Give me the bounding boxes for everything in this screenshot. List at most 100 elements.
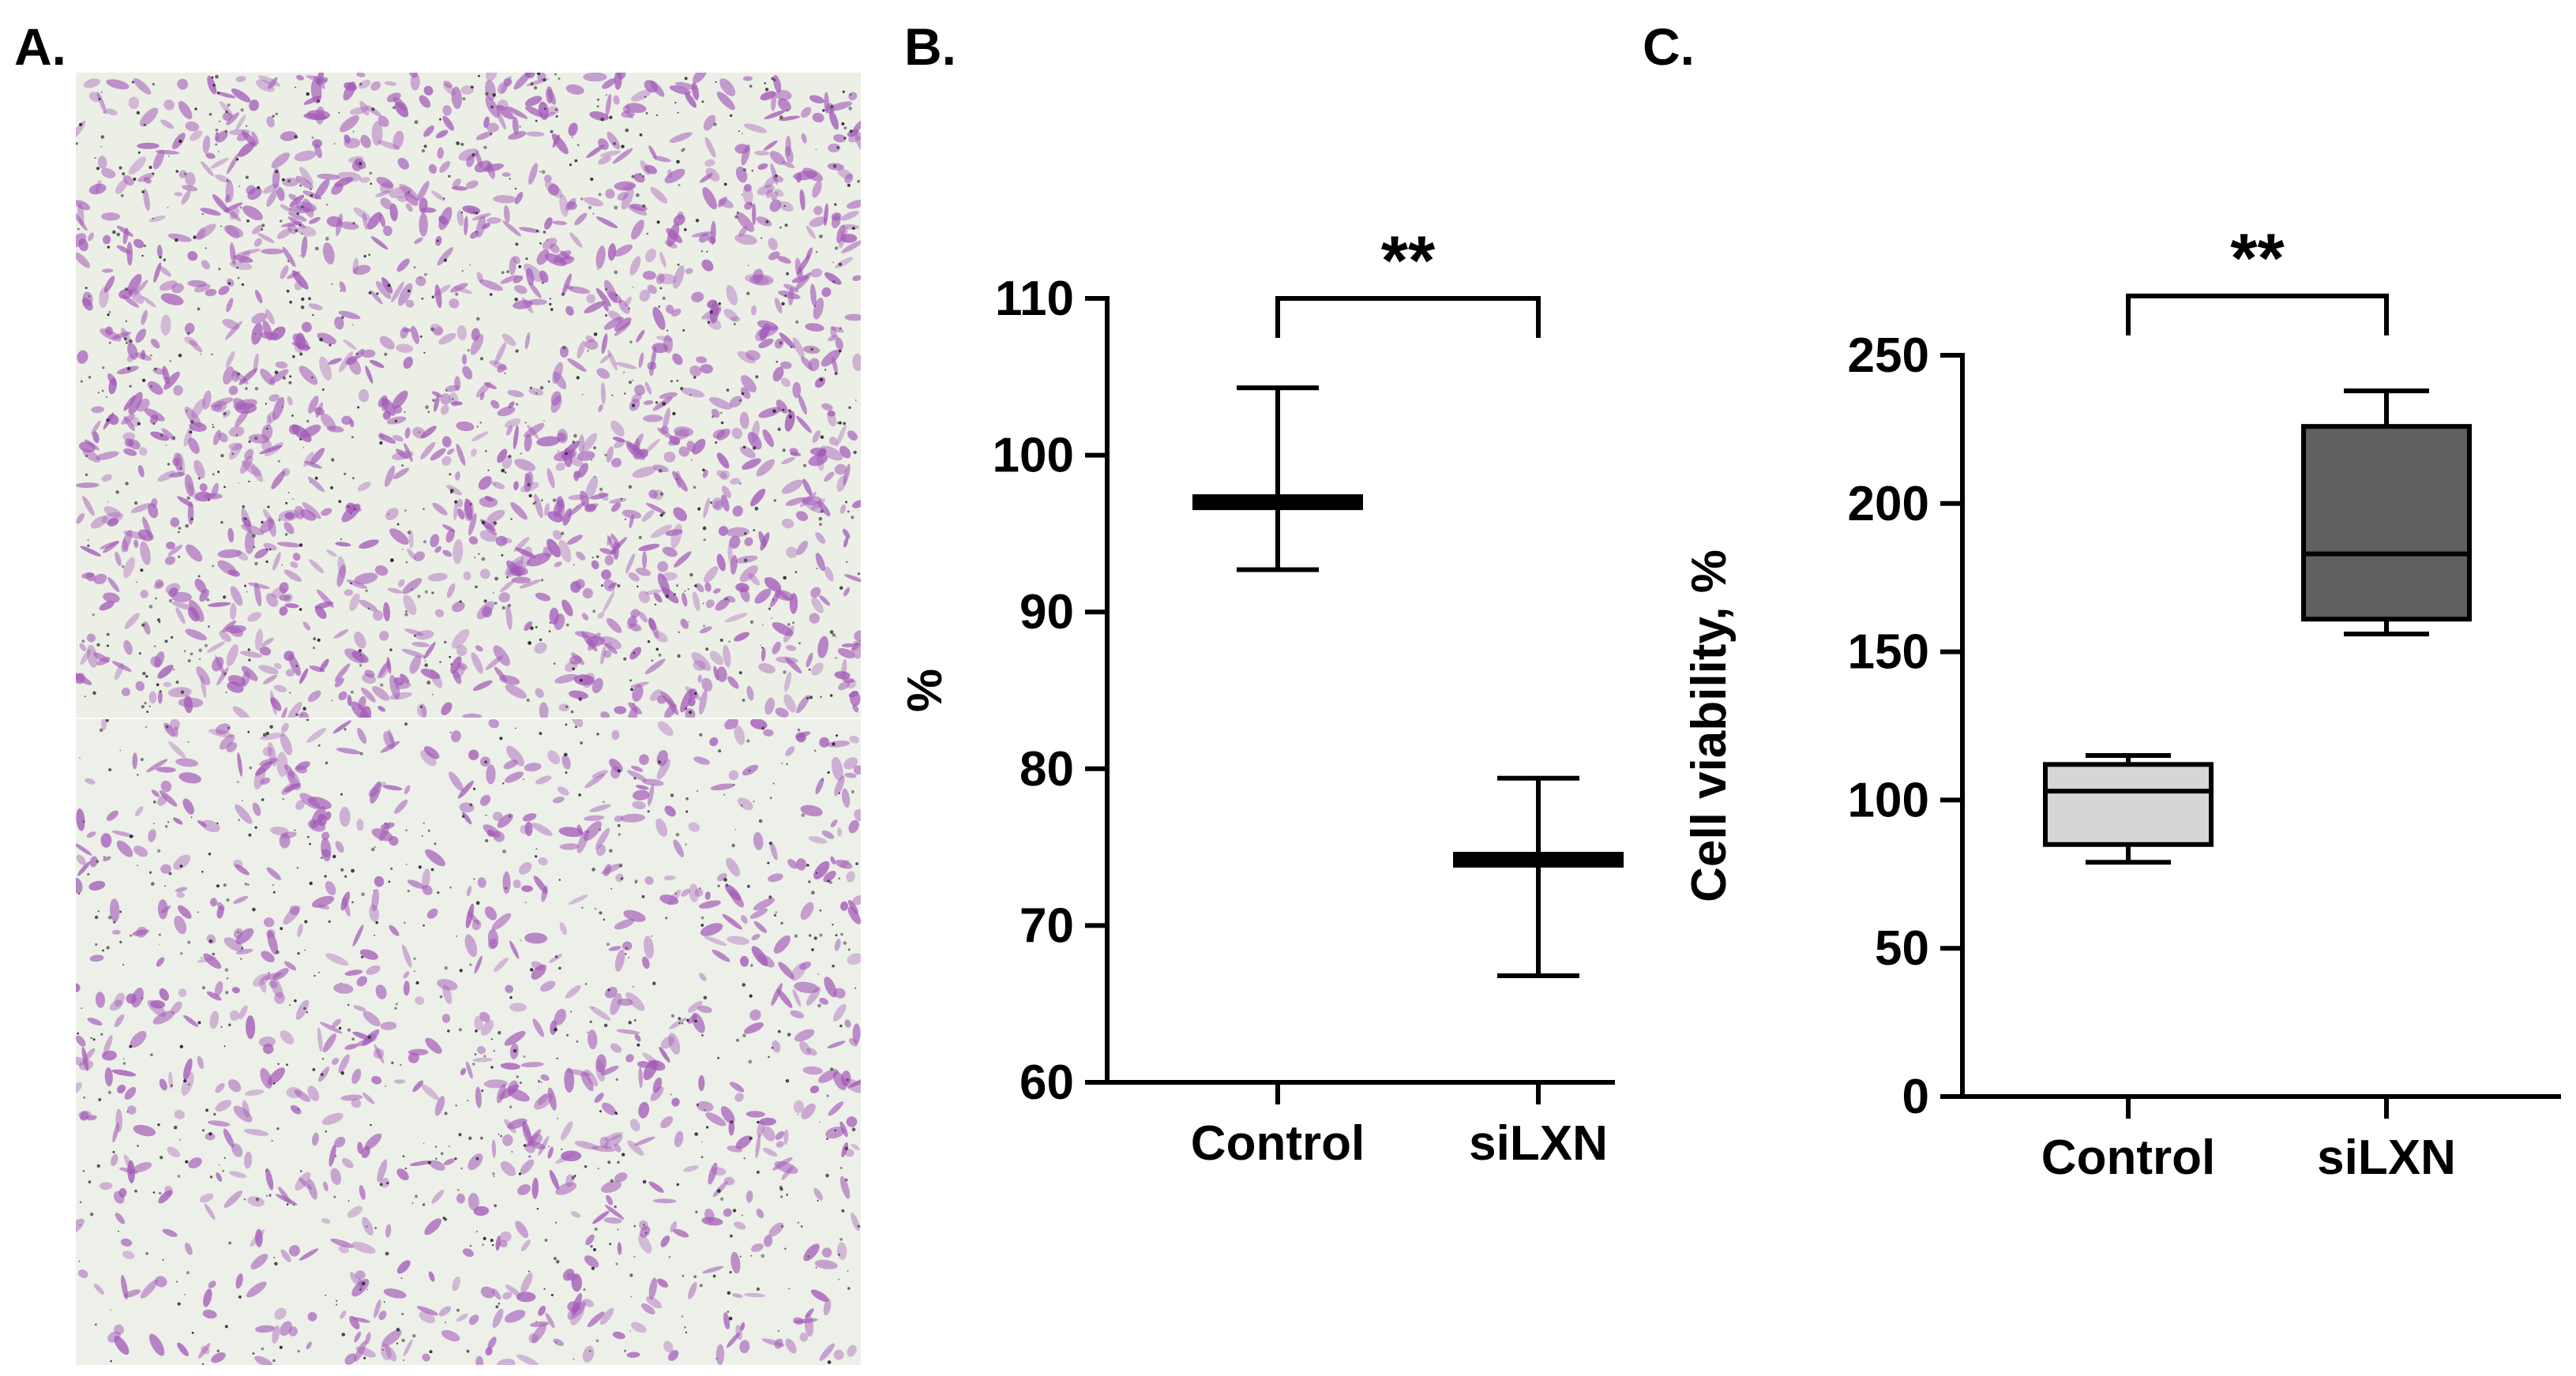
stained-cell [314,606,327,619]
debris-dot [700,916,704,920]
stained-cell [629,647,642,660]
stained-cell [158,265,171,277]
stained-cell [570,1211,581,1218]
stained-cell [602,301,609,312]
debris-dot [682,329,685,332]
stained-cell [265,442,284,457]
stained-cell [513,255,520,264]
debris-dot [455,1104,457,1107]
debris-dot [359,752,363,755]
stained-cell [606,1194,614,1205]
stained-cell [210,157,229,169]
debris-dot [157,1123,160,1127]
debris-dot [654,603,657,606]
stained-cell [78,441,96,453]
stained-cell [704,935,727,947]
debris-dot [273,1257,276,1258]
stained-cell [823,1299,832,1316]
debris-dot [130,1172,133,1175]
stained-cell [599,1136,609,1148]
debris-dot [848,406,851,410]
stained-cell [605,189,615,199]
stained-cell [280,131,297,141]
debris-dot [558,966,561,970]
stained-cell [786,546,798,558]
debris-dot [513,1048,517,1053]
stained-cell [793,1100,805,1114]
debris-dot [422,1203,426,1206]
stained-cell [749,908,768,919]
stained-cell [692,438,706,455]
debris-dot [492,93,496,97]
stained-cell [522,1120,531,1144]
debris-dot [786,1194,788,1196]
debris-dot [85,455,88,458]
stained-cell [693,756,710,765]
debris-dot [702,602,704,605]
debris-dot [144,701,147,705]
stained-cell [615,362,637,369]
debris-dot [405,610,407,613]
debris-dot [160,433,163,437]
stained-cell [700,364,713,374]
stained-cell [660,1115,674,1129]
debris-dot [632,379,634,381]
stained-cell [844,173,854,184]
stained-cell [491,1139,497,1158]
debris-dot [569,163,573,167]
debris-dot [729,1270,732,1274]
debris-dot [712,415,715,418]
debris-dot [690,459,693,461]
stained-cell [109,999,123,1011]
stained-cell [441,404,449,415]
stained-cell [753,268,764,283]
stained-cell [185,121,200,132]
stained-cell [162,1228,178,1237]
debris-dot [107,501,109,503]
stained-cell [123,416,135,432]
stained-cell [640,1303,655,1314]
debris-dot [667,329,669,332]
stained-cell [614,244,633,257]
stained-cell [464,500,475,522]
debris-dot [136,111,140,114]
stained-cell [820,349,841,367]
debris-dot [758,819,763,823]
stained-cell [610,458,622,468]
stained-cell [598,138,609,150]
stained-cell [583,73,607,82]
stained-cell [744,1022,764,1034]
stained-cell [290,561,299,568]
stained-cell [226,643,238,667]
debris-dot [405,829,407,831]
stained-cell [286,1086,302,1099]
debris-dot [338,500,342,504]
stained-cell [276,542,302,548]
stained-cell [750,489,766,507]
debris-dot [164,885,167,887]
stained-cell [636,1061,651,1068]
stained-cell [261,950,275,962]
stained-cell [497,406,516,417]
stained-cell [785,1338,797,1354]
stained-cell [228,569,240,577]
debris-dot [167,206,169,208]
debris-dot [827,879,830,883]
debris-dot [806,696,809,700]
debris-dot [684,1326,686,1329]
stained-cell [140,541,151,565]
stained-cell [704,159,715,167]
stained-cell [148,1333,165,1356]
stained-cell [772,366,784,382]
stained-cell [423,85,434,96]
stained-cell [197,1343,211,1359]
stained-cell [223,202,243,212]
stained-cell [351,1068,362,1085]
debris-dot [304,920,308,924]
stained-cell [202,1310,217,1319]
debris-dot [501,606,505,610]
stained-cell [503,205,510,223]
debris-dot [313,637,317,641]
stained-cell [689,883,699,902]
debris-dot [536,73,541,76]
